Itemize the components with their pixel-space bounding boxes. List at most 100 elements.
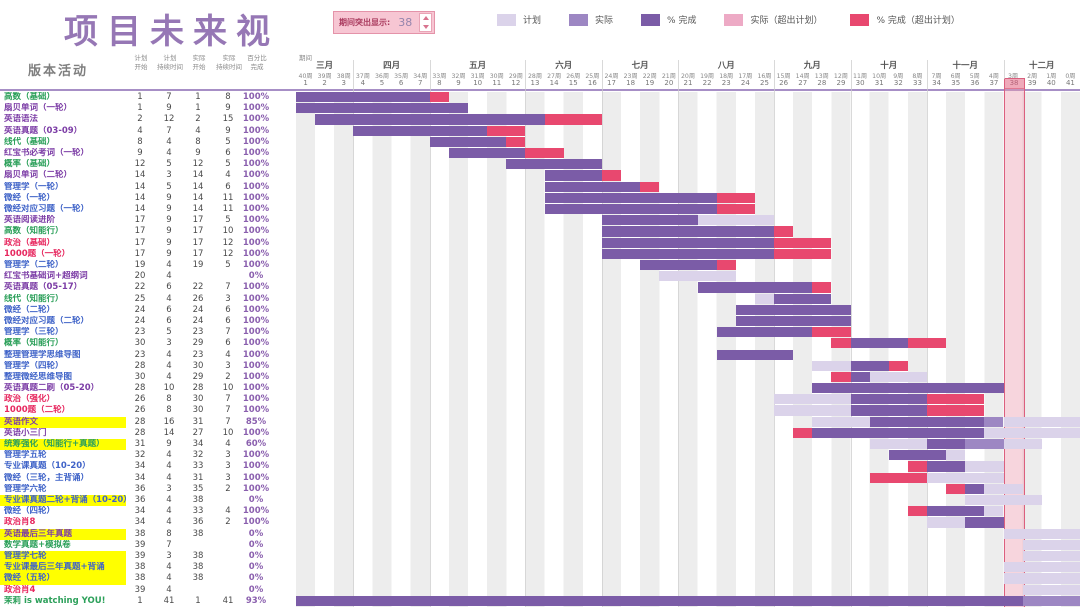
percent-complete-cell[interactable]: 100% <box>242 349 270 360</box>
actual-duration-cell[interactable]: 12 <box>222 237 234 248</box>
actual-start-cell[interactable]: 1 <box>195 92 201 102</box>
actual-duration-cell[interactable]: 11 <box>222 203 234 214</box>
task-name[interactable]: 管理学（一轮） <box>4 181 64 192</box>
plan-duration-cell[interactable]: 6 <box>166 315 172 326</box>
task-name[interactable]: 线代（知能行） <box>4 293 64 304</box>
actual-duration-cell[interactable]: 3 <box>225 360 231 371</box>
percent-complete-cell[interactable]: 100% <box>242 226 270 237</box>
spinner-down-icon[interactable] <box>422 24 429 29</box>
actual-duration-cell[interactable]: 8 <box>225 92 231 102</box>
actual-duration-cell[interactable]: 3 <box>225 472 231 483</box>
plan-duration-cell[interactable]: 9 <box>166 439 172 450</box>
actual-start-cell[interactable]: 22 <box>192 282 204 293</box>
plan-start-cell[interactable]: 1 <box>137 103 143 114</box>
plan-start-cell[interactable]: 38 <box>134 573 146 584</box>
actual-duration-cell[interactable]: 4 <box>225 170 231 181</box>
percent-complete-cell[interactable]: 100% <box>242 338 270 349</box>
percent-complete-cell[interactable]: 100% <box>242 159 270 170</box>
plan-start-cell[interactable]: 1 <box>137 92 143 102</box>
actual-start-cell[interactable]: 31 <box>192 416 204 427</box>
plan-duration-cell[interactable]: 5 <box>166 181 172 192</box>
actual-duration-cell[interactable]: 2 <box>225 483 231 494</box>
percent-complete-cell[interactable]: 0% <box>248 584 264 595</box>
actual-start-cell[interactable]: 4 <box>195 125 201 136</box>
actual-duration-cell[interactable]: 15 <box>222 114 234 125</box>
percent-complete-cell[interactable]: 100% <box>242 203 270 214</box>
percent-complete-cell[interactable]: 60% <box>245 439 267 450</box>
plan-start-cell[interactable]: 32 <box>134 450 146 461</box>
actual-duration-cell[interactable]: 6 <box>225 304 231 315</box>
actual-duration-cell[interactable]: 4 <box>225 349 231 360</box>
actual-duration-cell[interactable]: 4 <box>225 506 231 517</box>
plan-duration-cell[interactable]: 6 <box>166 304 172 315</box>
actual-start-cell[interactable]: 38 <box>192 551 204 562</box>
actual-start-cell[interactable]: 14 <box>192 192 204 203</box>
actual-duration-cell[interactable]: 3 <box>225 293 231 304</box>
percent-complete-cell[interactable]: 100% <box>242 383 270 394</box>
plan-start-cell[interactable]: 28 <box>134 360 146 371</box>
actual-start-cell[interactable]: 14 <box>192 203 204 214</box>
plan-duration-cell[interactable]: 12 <box>163 114 175 125</box>
task-name[interactable]: 英语真题（03-09） <box>4 125 83 136</box>
actual-duration-cell[interactable]: 10 <box>222 427 234 438</box>
actual-start-cell[interactable]: 14 <box>192 170 204 181</box>
actual-duration-cell[interactable]: 3 <box>225 450 231 461</box>
actual-start-cell[interactable]: 34 <box>192 439 204 450</box>
percent-complete-cell[interactable]: 100% <box>242 371 270 382</box>
plan-duration-cell[interactable]: 8 <box>166 394 172 405</box>
plan-duration-cell[interactable]: 4 <box>166 562 172 573</box>
plan-start-cell[interactable]: 20 <box>134 271 146 282</box>
percent-complete-cell[interactable]: 0% <box>248 271 264 282</box>
plan-start-cell[interactable]: 39 <box>134 584 146 595</box>
task-name[interactable]: 概率（基础） <box>4 159 56 170</box>
plan-duration-cell[interactable]: 4 <box>166 517 172 528</box>
plan-duration-cell[interactable]: 9 <box>166 215 172 226</box>
plan-duration-cell[interactable]: 4 <box>166 450 172 461</box>
actual-start-cell[interactable]: 28 <box>192 383 204 394</box>
plan-duration-cell[interactable]: 4 <box>166 349 172 360</box>
plan-duration-cell[interactable]: 4 <box>166 472 172 483</box>
plan-duration-cell[interactable]: 4 <box>166 461 172 472</box>
task-name[interactable]: 扇贝单词（二轮） <box>4 170 73 181</box>
plan-start-cell[interactable]: 22 <box>134 282 146 293</box>
plan-start-cell[interactable]: 23 <box>134 327 146 338</box>
actual-start-cell[interactable]: 36 <box>192 517 204 528</box>
task-name[interactable]: 政治（强化） <box>4 394 56 405</box>
plan-duration-cell[interactable]: 7 <box>166 125 172 136</box>
actual-start-cell[interactable]: 24 <box>192 315 204 326</box>
percent-complete-cell[interactable]: 100% <box>242 215 270 226</box>
actual-duration-cell[interactable]: 12 <box>222 248 234 259</box>
task-name[interactable]: 扇贝单词（一轮） <box>4 103 73 114</box>
task-name[interactable]: 微经（二轮） <box>4 304 56 315</box>
plan-start-cell[interactable]: 14 <box>134 203 146 214</box>
plan-duration-cell[interactable]: 3 <box>166 338 172 349</box>
plan-start-cell[interactable]: 36 <box>134 495 146 506</box>
task-name[interactable]: 概率（知能行） <box>4 338 64 349</box>
percent-complete-cell[interactable]: 100% <box>242 125 270 136</box>
actual-start-cell[interactable]: 8 <box>195 136 201 147</box>
actual-duration-cell[interactable]: 41 <box>222 595 234 606</box>
spinner[interactable] <box>419 13 432 32</box>
actual-start-cell[interactable]: 38 <box>192 562 204 573</box>
actual-start-cell[interactable]: 17 <box>192 248 204 259</box>
plan-start-cell[interactable]: 17 <box>134 237 146 248</box>
percent-complete-cell[interactable]: 100% <box>242 517 270 528</box>
percent-complete-cell[interactable]: 100% <box>242 192 270 203</box>
actual-start-cell[interactable]: 27 <box>192 427 204 438</box>
actual-start-cell[interactable]: 38 <box>192 528 204 539</box>
plan-duration-cell[interactable]: 9 <box>166 248 172 259</box>
task-name[interactable]: 管理学六轮 <box>4 483 47 494</box>
task-name[interactable]: 微经（五轮） <box>0 573 126 585</box>
task-name[interactable]: 线代（基础） <box>4 136 56 147</box>
plan-duration-cell[interactable]: 4 <box>166 293 172 304</box>
task-name[interactable]: 管理学七轮 <box>0 551 126 563</box>
percent-complete-cell[interactable]: 0% <box>248 562 264 573</box>
actual-start-cell[interactable]: 12 <box>192 159 204 170</box>
plan-duration-cell[interactable]: 3 <box>166 170 172 181</box>
task-name[interactable]: 管理学（四轮） <box>4 360 64 371</box>
task-name[interactable]: 微经对应习题（一轮） <box>4 203 90 214</box>
plan-start-cell[interactable]: 24 <box>134 304 146 315</box>
actual-duration-cell[interactable]: 7 <box>225 327 231 338</box>
percent-complete-cell[interactable]: 100% <box>242 259 270 270</box>
plan-start-cell[interactable]: 25 <box>134 293 146 304</box>
